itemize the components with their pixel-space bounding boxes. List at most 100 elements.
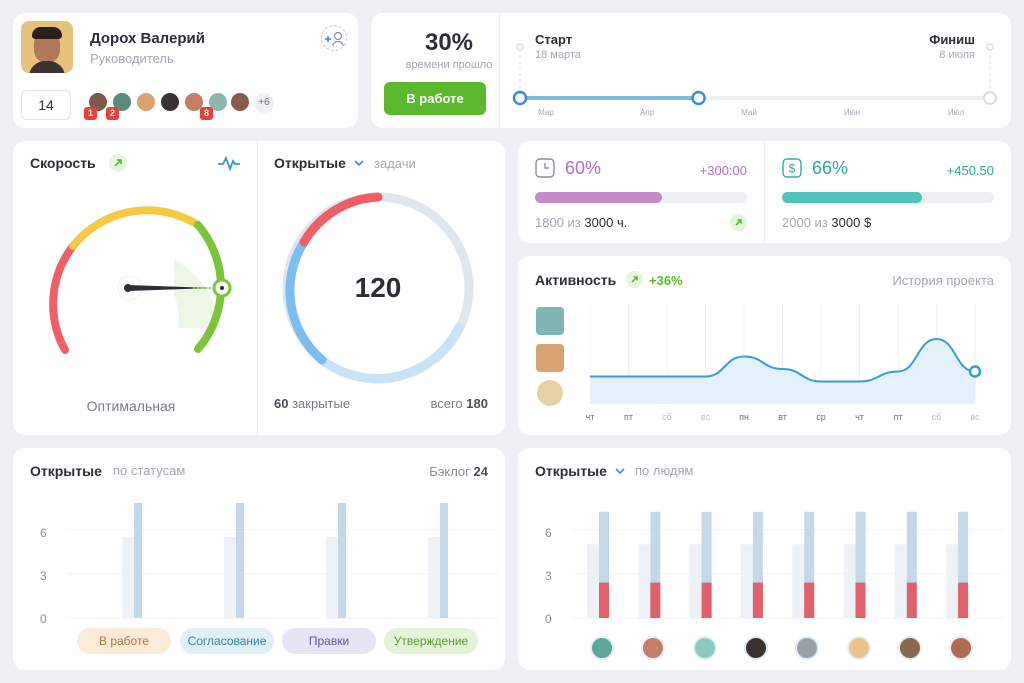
dollar-icon: $ — [782, 158, 802, 178]
person-avatar[interactable] — [846, 636, 871, 660]
timeline-track[interactable] — [511, 41, 1001, 111]
pulse-icon[interactable] — [217, 153, 241, 173]
person-avatar[interactable] — [795, 636, 820, 660]
timeline-end-dot — [983, 91, 997, 105]
people-chart-card: Открытые по людям 6 3 0 — [518, 448, 1011, 670]
activity-end-dot[interactable] — [968, 365, 982, 378]
bar-total[interactable] — [855, 511, 866, 618]
hours-percent: 60% — [565, 158, 602, 178]
member-avatar[interactable] — [536, 344, 564, 372]
avatar[interactable] — [229, 91, 251, 113]
y-tick: 0 — [40, 612, 47, 626]
bar-overdue[interactable] — [599, 582, 609, 618]
budget-bar-track — [782, 192, 994, 203]
budget-delta: +450.50 — [946, 163, 994, 178]
status-pill-in-progress[interactable]: В работе — [77, 628, 171, 654]
people-chart-subtitle: по людям — [635, 463, 694, 478]
bar-overdue[interactable] — [752, 582, 763, 618]
bar-total[interactable] — [599, 511, 609, 618]
backlog-value: 24 — [473, 464, 488, 479]
chevron-down-icon[interactable] — [615, 467, 625, 475]
open-tasks-title[interactable]: Открытые — [274, 155, 346, 171]
bar-overdue[interactable] — [906, 582, 917, 618]
bar-background — [428, 536, 440, 618]
y-tick: 3 — [40, 569, 47, 583]
speed-title: Скорость — [30, 155, 96, 171]
bar-background — [122, 536, 134, 618]
start-date: 18 марта — [535, 49, 581, 61]
people-bar-chart — [573, 511, 1003, 619]
avatar[interactable] — [159, 91, 181, 113]
bar-background — [224, 536, 236, 618]
y-tick: 6 — [40, 526, 47, 540]
day-label: сб — [662, 412, 672, 422]
person-avatar[interactable] — [949, 636, 974, 660]
finish-guide-dot — [986, 43, 994, 51]
time-percent: 30% — [424, 29, 474, 56]
bar-total[interactable] — [958, 511, 969, 618]
project-history-link[interactable]: История проекта — [892, 273, 994, 288]
count-box[interactable]: 14 — [21, 90, 71, 120]
bar-total[interactable] — [752, 511, 763, 618]
trend-up-icon — [109, 154, 127, 172]
day-label: сб — [931, 412, 942, 422]
activity-title: Активность — [535, 272, 617, 288]
person-avatar[interactable] — [590, 636, 614, 660]
month-label: Май — [741, 108, 757, 117]
bar-background — [946, 544, 959, 618]
gauge-red-segment — [49, 242, 77, 354]
backlog-label: Бэклог — [429, 464, 470, 479]
open-tasks-subtitle: задачи — [374, 156, 416, 171]
bar-background — [689, 544, 702, 618]
status-chart-card: Открытые по статусам Бэклог 24 6 3 0 В р… — [13, 448, 505, 670]
backlog[interactable]: Бэклог 24 — [429, 464, 488, 479]
donut-blue-segment — [285, 237, 327, 365]
bar-open[interactable] — [236, 503, 244, 618]
notification-badge: 8 — [200, 107, 213, 120]
timeline-current-dot[interactable] — [691, 90, 706, 106]
status-button[interactable]: В работе — [384, 82, 486, 115]
bar-overdue[interactable] — [650, 582, 661, 618]
member-avatar[interactable] — [537, 380, 563, 406]
all-label: всего — [430, 396, 463, 411]
member-avatar[interactable] — [536, 307, 564, 335]
person-avatar[interactable] — [897, 636, 922, 660]
day-label: пт — [624, 412, 633, 422]
more-avatars[interactable]: +6 — [252, 91, 276, 115]
profile-photo[interactable] — [21, 21, 73, 73]
closed-count: 60 закрытые — [274, 396, 350, 411]
hours-bar-track — [535, 192, 747, 203]
bar-open[interactable] — [338, 503, 346, 618]
add-member-icon[interactable] — [321, 25, 347, 51]
person-avatar[interactable] — [641, 636, 666, 660]
avatar[interactable] — [183, 91, 205, 113]
svg-text:$: $ — [789, 162, 796, 176]
activity-line — [590, 337, 976, 383]
finish-date: 8 июля — [939, 49, 975, 61]
open-tasks-total: 120 — [354, 272, 402, 303]
bar-open[interactable] — [134, 503, 142, 618]
status-pill-confirmation[interactable]: Утверждение — [384, 628, 478, 654]
bar-background — [792, 544, 805, 618]
bar-total[interactable] — [701, 511, 712, 618]
bar-overdue[interactable] — [804, 582, 815, 618]
status-pill-approval[interactable]: Согласование — [180, 628, 274, 654]
person-avatar[interactable] — [692, 636, 717, 660]
status-pill-edits[interactable]: Правки — [282, 628, 376, 654]
bar-total[interactable] — [906, 511, 917, 618]
bar-total[interactable] — [650, 511, 661, 618]
month-label: Июл — [947, 108, 965, 117]
project-progress-card: 30% времени прошло В работе Старт 18 мар… — [371, 13, 1011, 128]
bar-total[interactable] — [804, 511, 815, 618]
trend-up-icon — [626, 271, 643, 288]
people-chart-title[interactable]: Открытые — [535, 463, 607, 479]
person-avatar[interactable] — [743, 636, 768, 660]
bar-overdue[interactable] — [855, 582, 866, 618]
chevron-down-icon[interactable] — [354, 159, 364, 167]
avatar[interactable] — [135, 91, 157, 113]
bar-overdue[interactable] — [958, 582, 969, 618]
bar-open[interactable] — [440, 503, 448, 618]
budget-total: 3000 $ — [831, 215, 872, 230]
bar-background — [638, 544, 651, 618]
bar-overdue[interactable] — [701, 582, 712, 618]
